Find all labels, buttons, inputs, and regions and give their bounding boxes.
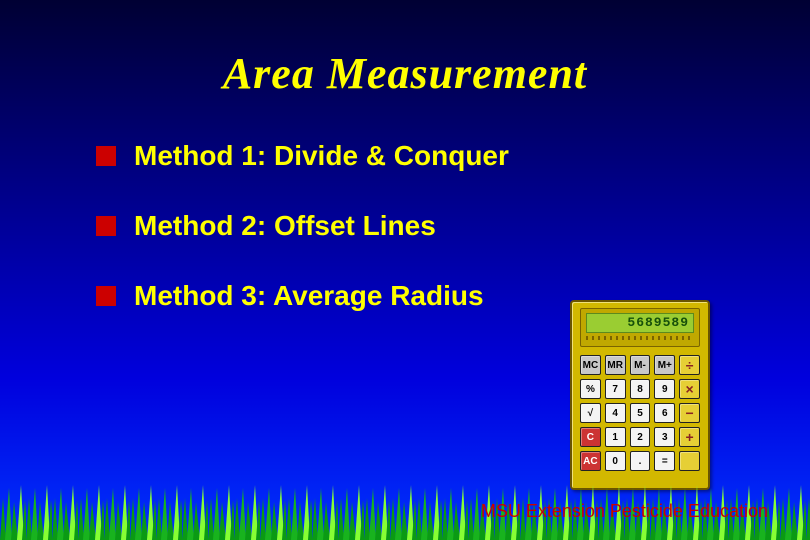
bullet-square-icon — [96, 216, 116, 236]
calculator-key — [679, 451, 700, 471]
calculator-key: × — [679, 379, 700, 399]
calculator-key: C — [580, 427, 601, 447]
calculator-display-frame: 5689589 — [580, 308, 700, 347]
bullet-square-icon — [96, 286, 116, 306]
calculator-key: MC — [580, 355, 601, 375]
calculator-key: = — [654, 451, 675, 471]
calculator-key: ÷ — [679, 355, 700, 375]
bullet-label: Method 2: Offset Lines — [134, 210, 436, 242]
calculator-key: AC — [580, 451, 601, 471]
calculator-key: M+ — [654, 355, 675, 375]
calculator-key: + — [679, 427, 700, 447]
calculator-key: − — [679, 403, 700, 423]
bullet-label: Method 1: Divide & Conquer — [134, 140, 509, 172]
bullet-list: Method 1: Divide & Conquer Method 2: Off… — [96, 140, 509, 350]
calculator-key: 4 — [605, 403, 626, 423]
calculator-key: 0 — [605, 451, 626, 471]
calculator-key: 2 — [630, 427, 651, 447]
calculator-key: 9 — [654, 379, 675, 399]
calculator-key: MR — [605, 355, 626, 375]
bullet-square-icon — [96, 146, 116, 166]
page-title: Area Measurement — [0, 0, 810, 99]
calculator-key: % — [580, 379, 601, 399]
calculator-keypad: MCMRM-M+÷%789× √456− C123+ AC0.= — [580, 355, 700, 471]
footer-credit: MSU Extension Pesticide Education — [481, 501, 768, 522]
calculator-key: 1 — [605, 427, 626, 447]
calculator-graphic: 5689589 MCMRM-M+÷%789× √456− C123+ AC0.= — [570, 300, 710, 490]
list-item: Method 2: Offset Lines — [96, 210, 509, 242]
list-item: Method 3: Average Radius — [96, 280, 509, 312]
list-item: Method 1: Divide & Conquer — [96, 140, 509, 172]
calculator-key: . — [630, 451, 651, 471]
calculator-key: 3 — [654, 427, 675, 447]
calculator-key: 5 — [630, 403, 651, 423]
calculator-key: 8 — [630, 379, 651, 399]
bullet-label: Method 3: Average Radius — [134, 280, 484, 312]
calculator-key: 6 — [654, 403, 675, 423]
calculator-key: √ — [580, 403, 601, 423]
calculator-key: M- — [630, 355, 651, 375]
calculator-scale-icon — [586, 336, 694, 340]
calculator-display: 5689589 — [586, 313, 694, 333]
calculator-key: 7 — [605, 379, 626, 399]
